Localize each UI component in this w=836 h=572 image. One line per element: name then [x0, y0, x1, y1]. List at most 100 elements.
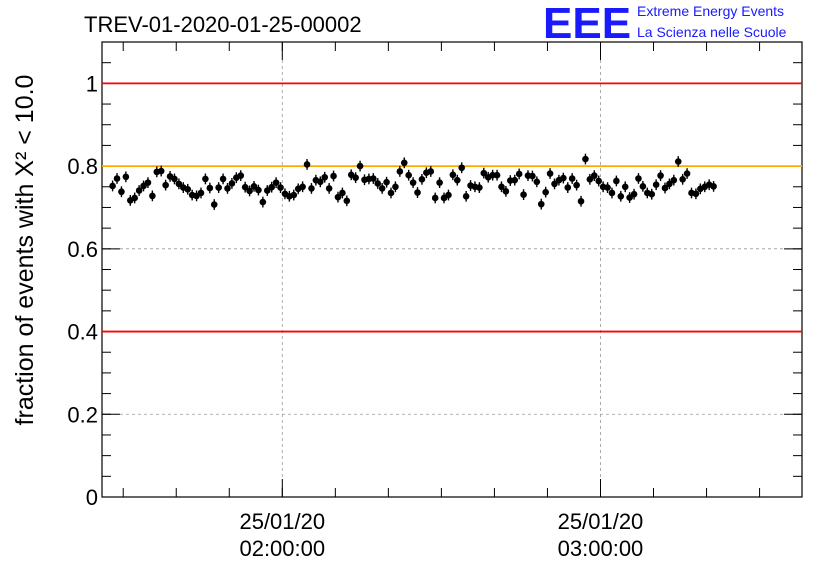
data-point: [661, 184, 669, 192]
x-tick-label-date: 25/01/20: [239, 509, 325, 534]
data-point: [427, 168, 435, 175]
data-point: [679, 176, 686, 183]
data-point: [122, 173, 130, 181]
x-tick-label-date: 25/01/20: [558, 509, 644, 534]
data-point: [206, 184, 214, 192]
data-point: [683, 170, 691, 177]
data-point: [334, 193, 342, 201]
data-point: [635, 175, 642, 182]
x-tick-label-time: 03:00:00: [558, 536, 644, 561]
y-tick-label: 0.8: [67, 154, 98, 179]
data-point: [608, 189, 616, 197]
data-point: [511, 176, 519, 184]
data-point: [303, 161, 311, 168]
data-point: [109, 182, 116, 190]
data-point: [564, 184, 572, 191]
data-point: [657, 172, 664, 179]
data-point: [445, 191, 452, 199]
data-point: [692, 190, 700, 198]
data-point: [308, 185, 315, 192]
data-point: [409, 179, 417, 186]
data-point: [405, 171, 412, 179]
data-point: [374, 180, 382, 187]
data-point: [498, 183, 505, 191]
data-point: [586, 176, 594, 183]
data-point: [197, 189, 205, 197]
data-point: [383, 178, 390, 186]
y-axis-label: fraction of events with X² < 10.0: [11, 75, 39, 426]
data-point: [431, 194, 439, 202]
data-point: [476, 184, 483, 191]
data-point: [352, 174, 359, 181]
data-point: [595, 177, 602, 185]
data-point: [378, 185, 386, 192]
data-point: [568, 175, 576, 182]
logo-line-2: La Scienza nelle Scuole: [637, 24, 787, 40]
data-point: [414, 189, 421, 196]
data-point: [577, 197, 585, 205]
data-point: [356, 162, 364, 170]
data-point: [316, 178, 324, 186]
data-point: [118, 188, 125, 196]
data-point: [551, 180, 558, 188]
data-point: [436, 179, 443, 186]
data-point: [250, 183, 258, 190]
data-point: [453, 176, 461, 184]
data-point: [370, 175, 377, 182]
data-point: [202, 175, 209, 183]
data-point: [480, 169, 488, 177]
logo-line-1: Extreme Energy Events: [637, 3, 785, 19]
data-point: [171, 175, 178, 183]
data-point: [157, 167, 165, 175]
data-point: [537, 200, 545, 208]
x-tick-label-time: 02:00:00: [239, 536, 325, 561]
data-point: [339, 189, 346, 197]
data-point: [621, 183, 629, 191]
data-point: [215, 184, 222, 191]
data-point: [255, 186, 262, 194]
data-point: [542, 188, 549, 196]
data-point: [648, 190, 656, 198]
y-tick-label: 0.2: [67, 402, 98, 427]
data-point: [613, 177, 620, 185]
data-point: [144, 179, 152, 186]
data-point: [175, 180, 183, 188]
y-tick-label: 0: [86, 485, 98, 510]
data-point: [533, 178, 541, 186]
data-point: [277, 184, 284, 191]
data-point: [162, 181, 169, 189]
data-point: [529, 172, 536, 180]
data-point: [604, 184, 611, 191]
data-point: [560, 174, 567, 182]
data-point: [135, 187, 143, 194]
data-point: [617, 192, 625, 200]
y-tick-label: 1: [86, 71, 98, 96]
data-point: [582, 155, 589, 163]
data-point: [246, 187, 253, 195]
eee-logo-icon: EEE: [543, 0, 631, 44]
data-point: [630, 190, 638, 198]
data-point: [392, 183, 399, 191]
data-point: [670, 176, 678, 184]
y-tick-label: 0.6: [67, 237, 98, 262]
data-point: [493, 171, 501, 179]
data-point: [400, 159, 408, 167]
data-point: [237, 172, 245, 179]
data-point: [387, 189, 395, 197]
data-point: [710, 183, 717, 190]
data-point: [418, 176, 426, 183]
data-point: [290, 191, 298, 199]
data-point: [113, 175, 121, 182]
y-tick-label: 0.4: [67, 320, 98, 345]
data-point: [343, 197, 351, 205]
plot-frame: [101, 41, 803, 498]
data-point: [210, 201, 218, 208]
data-point: [224, 185, 231, 192]
eee-logo-mark: EEE: [543, 0, 631, 44]
data-point: [219, 175, 227, 183]
data-point: [458, 164, 466, 172]
data-point: [520, 191, 527, 198]
data-point: [325, 185, 333, 192]
data-point: [259, 198, 267, 206]
